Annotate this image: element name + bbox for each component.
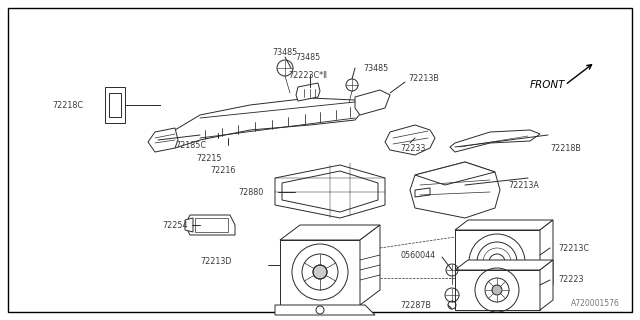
Circle shape bbox=[313, 265, 327, 279]
Polygon shape bbox=[415, 188, 430, 197]
Polygon shape bbox=[185, 215, 235, 235]
Polygon shape bbox=[296, 83, 320, 101]
Text: FRONT: FRONT bbox=[530, 80, 566, 90]
Polygon shape bbox=[415, 162, 495, 185]
Text: 72233: 72233 bbox=[400, 143, 426, 153]
Polygon shape bbox=[410, 162, 500, 218]
Polygon shape bbox=[360, 225, 380, 305]
Text: 73485: 73485 bbox=[363, 63, 388, 73]
Polygon shape bbox=[455, 270, 540, 310]
Text: 72215: 72215 bbox=[196, 154, 221, 163]
Polygon shape bbox=[455, 230, 540, 295]
Circle shape bbox=[492, 285, 502, 295]
Text: 72223: 72223 bbox=[558, 276, 584, 284]
Text: 72223C*Ⅱ: 72223C*Ⅱ bbox=[288, 70, 327, 79]
Polygon shape bbox=[148, 128, 178, 152]
Text: 72880: 72880 bbox=[238, 188, 263, 196]
Polygon shape bbox=[455, 260, 553, 270]
Polygon shape bbox=[168, 98, 365, 148]
Polygon shape bbox=[455, 220, 553, 230]
Polygon shape bbox=[275, 305, 375, 315]
Polygon shape bbox=[450, 130, 540, 152]
Text: 0560044: 0560044 bbox=[400, 251, 435, 260]
Text: 72287B: 72287B bbox=[400, 300, 431, 309]
Polygon shape bbox=[185, 218, 193, 232]
Text: 72213D: 72213D bbox=[200, 258, 232, 267]
Text: 73485: 73485 bbox=[273, 47, 298, 57]
Polygon shape bbox=[355, 90, 390, 115]
Polygon shape bbox=[540, 260, 553, 310]
Polygon shape bbox=[385, 125, 435, 155]
Polygon shape bbox=[275, 165, 385, 218]
Circle shape bbox=[292, 244, 348, 300]
Polygon shape bbox=[540, 220, 553, 295]
Text: 72185C: 72185C bbox=[175, 140, 206, 149]
Polygon shape bbox=[280, 240, 360, 305]
Text: 72216: 72216 bbox=[210, 165, 236, 174]
Text: 72213B: 72213B bbox=[408, 74, 439, 83]
Polygon shape bbox=[280, 225, 380, 240]
Text: 72213C: 72213C bbox=[558, 244, 589, 252]
Text: A720001576: A720001576 bbox=[571, 299, 620, 308]
Text: 72218B: 72218B bbox=[550, 143, 581, 153]
Text: 72213A: 72213A bbox=[508, 180, 539, 189]
Text: 73485: 73485 bbox=[295, 52, 320, 61]
Text: 72254: 72254 bbox=[162, 220, 188, 229]
Text: 72218C: 72218C bbox=[52, 100, 83, 109]
Circle shape bbox=[469, 234, 525, 290]
